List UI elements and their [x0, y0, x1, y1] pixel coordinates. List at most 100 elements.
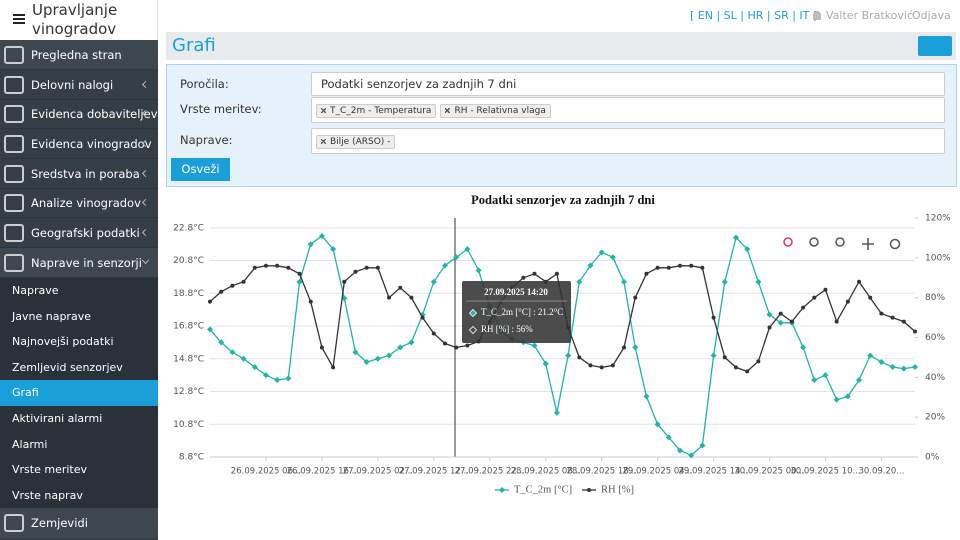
- menu-item[interactable]: Delovni nalogi: [0, 70, 158, 100]
- menu-label: Sredstva in poraba: [31, 167, 140, 181]
- data-point: [845, 299, 850, 304]
- submenu-item[interactable]: Vrste naprav: [0, 483, 158, 509]
- data-point: [665, 434, 672, 441]
- submenu-item[interactable]: Vrste meritev: [0, 457, 158, 483]
- data-point: [353, 269, 358, 274]
- submenu-item[interactable]: Grafi: [0, 380, 158, 406]
- data-point: [565, 352, 572, 359]
- menu-item[interactable]: Zemjevidi: [0, 508, 158, 540]
- data-point: [890, 315, 895, 320]
- data-point: [398, 285, 403, 290]
- zoom-toolbar: [775, 230, 905, 258]
- data-point: [330, 246, 337, 253]
- data-point: [208, 299, 212, 304]
- zoom-out[interactable]: [835, 237, 845, 247]
- sidebar: Upravljanje vinogradov Pregledna stran D…: [0, 0, 158, 540]
- device-select[interactable]: Bilje (ARSO) -: [311, 128, 945, 154]
- y-tick-label: 12.8°C: [173, 387, 204, 397]
- report-select[interactable]: Podatki senzorjev za zadnjih 7 dni: [311, 72, 945, 96]
- data-point: [319, 345, 324, 350]
- data-point: [857, 279, 862, 284]
- data-point: [823, 287, 828, 292]
- menu-item[interactable]: Pregledna stran: [0, 40, 158, 70]
- data-point: [554, 271, 559, 276]
- data-point: [901, 319, 906, 324]
- data-point: [666, 265, 671, 270]
- x-tick-label: 26.09.2025 16...: [287, 467, 357, 477]
- data-point: [375, 265, 380, 270]
- data-point: [363, 359, 370, 366]
- tag[interactable]: RH - Relativna vlaga: [440, 104, 551, 118]
- menu-label: Evidenca dobaviteljev: [31, 107, 158, 121]
- x-tick-label: 27.09.2025 22...: [455, 467, 525, 477]
- measure-select[interactable]: T_C_2m - Temperatura RH - Relativna vlaga: [311, 97, 945, 123]
- menu-item[interactable]: Evidenca vinogradov: [0, 129, 158, 159]
- menu-item[interactable]: Sredstva in poraba: [0, 159, 158, 189]
- menu-label: Geografski podatki: [31, 226, 140, 240]
- data-point: [431, 331, 436, 336]
- x-tick-label: 27.09.2025 02...: [343, 467, 413, 477]
- y2-tick-label: 60%: [925, 333, 945, 343]
- filter-button[interactable]: [918, 36, 952, 56]
- menu-toggle[interactable]: [13, 14, 25, 16]
- data-point: [263, 263, 268, 268]
- submenu-item[interactable]: Javne naprave: [0, 304, 158, 330]
- y-tick-label: 14.8°C: [173, 354, 204, 364]
- data-point: [218, 339, 225, 346]
- legend-marker: [499, 487, 505, 493]
- data-point: [275, 263, 280, 268]
- x-tick-label: 30.09.2025 10...: [790, 467, 860, 477]
- logout-link[interactable]: Odjava: [912, 9, 951, 22]
- data-point: [430, 278, 437, 285]
- data-point: [442, 262, 448, 269]
- data-point: [856, 377, 863, 384]
- reset[interactable]: [889, 238, 901, 250]
- data-point: [789, 319, 794, 324]
- submenu-item[interactable]: Aktivirani alarmi: [0, 406, 158, 432]
- pan[interactable]: [862, 238, 874, 250]
- user-name[interactable]: Valter Bratković: [826, 9, 914, 22]
- data-point: [912, 363, 918, 370]
- data-point: [207, 326, 213, 333]
- data-point: [844, 393, 851, 400]
- data-point: [240, 355, 247, 362]
- refresh-button[interactable]: Osveži: [171, 158, 230, 181]
- data-point: [475, 267, 482, 274]
- language-switch[interactable]: [ EN | SL | HR | SR | IT ]: [690, 9, 818, 22]
- data-point: [553, 409, 560, 416]
- menu-item[interactable]: Geografski podatki: [0, 218, 158, 248]
- data-point: [219, 289, 224, 294]
- data-point: [889, 363, 896, 370]
- tooltip-marker: [468, 308, 478, 318]
- tag[interactable]: Bilje (ARSO) -: [316, 135, 396, 149]
- y-tick-label: 10.8°C: [173, 420, 204, 430]
- menu-label: Evidenca vinogradov: [31, 137, 152, 151]
- submenu-item[interactable]: Alarmi: [0, 432, 158, 458]
- zoom-select[interactable]: [783, 237, 793, 247]
- submenu-item[interactable]: Naprave: [0, 278, 158, 304]
- data-point: [286, 265, 291, 270]
- submenu-item[interactable]: Zemljevid senzorjev: [0, 355, 158, 381]
- menu-item[interactable]: Analize vinogradov: [0, 188, 158, 218]
- legend-label: RH [%]: [601, 484, 634, 495]
- menu-item[interactable]: Evidenca dobaviteljev: [0, 99, 158, 129]
- data-point: [699, 442, 706, 449]
- user-icon: [813, 11, 821, 20]
- tag[interactable]: T_C_2m - Temperatura: [316, 104, 437, 118]
- data-point: [318, 233, 325, 240]
- data-point: [867, 352, 874, 359]
- submenu-item[interactable]: Najnovejši podatki: [0, 329, 158, 355]
- zoom-in[interactable]: [809, 237, 819, 247]
- series-line: [209, 235, 916, 457]
- data-point: [397, 344, 404, 351]
- legend-marker: [587, 488, 591, 492]
- x-tick-label: 30.09.20...: [858, 467, 904, 477]
- tooltip-box: [462, 281, 571, 343]
- menu-item[interactable]: Naprave in senzorji: [0, 248, 158, 278]
- data-point: [387, 295, 392, 300]
- data-point: [230, 283, 235, 288]
- data-point: [420, 315, 425, 320]
- data-point: [744, 246, 751, 253]
- y2-tick-label: 100%: [925, 253, 951, 263]
- data-point: [644, 271, 649, 276]
